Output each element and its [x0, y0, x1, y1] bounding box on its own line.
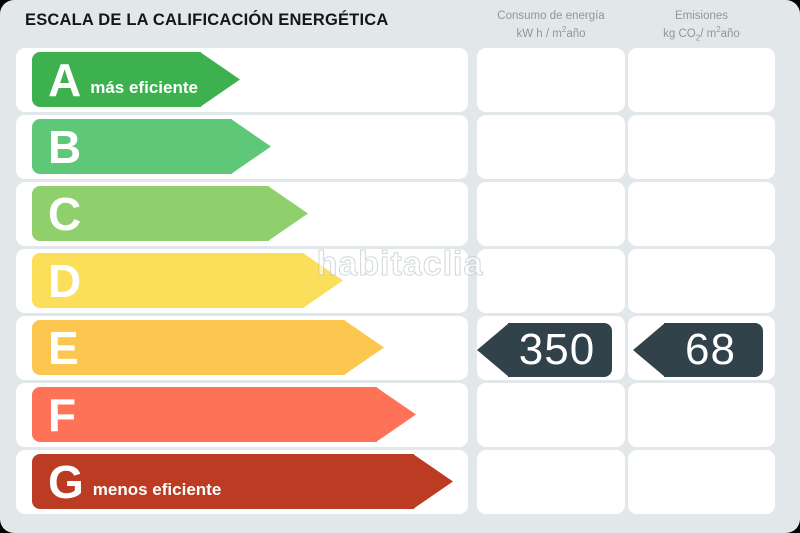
emisiones-header-line2: kg CO2/ m2año — [663, 25, 740, 43]
consumo-value: 350 — [508, 323, 612, 377]
arrow-tip-icon — [344, 320, 384, 375]
emisiones-cell-a — [628, 48, 775, 112]
consumo-cell-e: 350 — [477, 316, 625, 380]
rating-row-e: E — [16, 316, 468, 380]
consumo-column-header: Consumo de energía kW h / m2año — [477, 9, 625, 41]
emisiones-header-line1: Emisiones — [674, 10, 729, 22]
consumo-cell-g — [477, 450, 625, 514]
rating-arrow-e: E — [32, 320, 384, 375]
emisiones-cell-d — [628, 249, 775, 313]
emisiones-value: 68 — [664, 323, 763, 377]
value-arrow-tip-icon — [477, 323, 509, 377]
most-efficient-label: más eficiente — [90, 78, 198, 97]
consumo-cell-a — [477, 48, 625, 112]
consumo-header-line2: kW h / m2año — [516, 25, 586, 40]
arrow-tip-icon — [231, 119, 271, 174]
arrow-tip-icon — [200, 52, 240, 107]
emisiones-cell-b — [628, 115, 775, 179]
consumo-cell-b — [477, 115, 625, 179]
rating-letter-d: D — [48, 254, 82, 307]
least-efficient-label: menos eficiente — [92, 480, 222, 499]
emisiones-cell-c — [628, 182, 775, 246]
arrow-tip-icon — [268, 186, 308, 241]
rating-letter-g: G — [48, 455, 84, 508]
consumo-cell-c — [477, 182, 625, 246]
consumo-header-line1: Consumo de energía — [497, 10, 605, 22]
emisiones-cell-e: 68 — [628, 316, 775, 380]
consumo-value-arrow: 350 — [477, 323, 612, 377]
consumo-cell-f — [477, 383, 625, 447]
rating-letter-a: A — [48, 53, 82, 106]
emisiones-cell-f — [628, 383, 775, 447]
arrow-tip-icon — [303, 253, 343, 308]
rating-arrow-g: G menos eficiente — [32, 454, 453, 509]
rating-arrow-d: D — [32, 253, 343, 308]
rating-letter-e: E — [48, 321, 79, 374]
rating-letter-b: B — [48, 120, 82, 173]
rating-row-b: B — [16, 115, 468, 179]
rating-letter-f: F — [48, 388, 77, 441]
emisiones-value-arrow: 68 — [633, 323, 763, 377]
emisiones-column-header: Emisiones kg CO2/ m2año — [628, 9, 775, 45]
page-title: ESCALA DE LA CALIFICACIÓN ENERGÉTICA — [25, 11, 389, 29]
consumo-cell-d — [477, 249, 625, 313]
rating-arrow-b: B — [32, 119, 271, 174]
rating-row-d: D — [16, 249, 468, 313]
rating-row-g: G menos eficiente — [16, 450, 468, 514]
rating-letter-c: C — [48, 187, 82, 240]
arrow-tip-icon — [413, 454, 453, 509]
rating-arrow-f: F — [32, 387, 416, 442]
rating-arrow-c: C — [32, 186, 308, 241]
rating-arrow-a: A más eficiente — [32, 52, 240, 107]
value-arrow-tip-icon — [633, 323, 665, 377]
arrow-tip-icon — [376, 387, 416, 442]
rating-row-f: F — [16, 383, 468, 447]
rating-row-c: C — [16, 182, 468, 246]
emisiones-cell-g — [628, 450, 775, 514]
rating-row-a: A más eficiente — [16, 48, 468, 112]
